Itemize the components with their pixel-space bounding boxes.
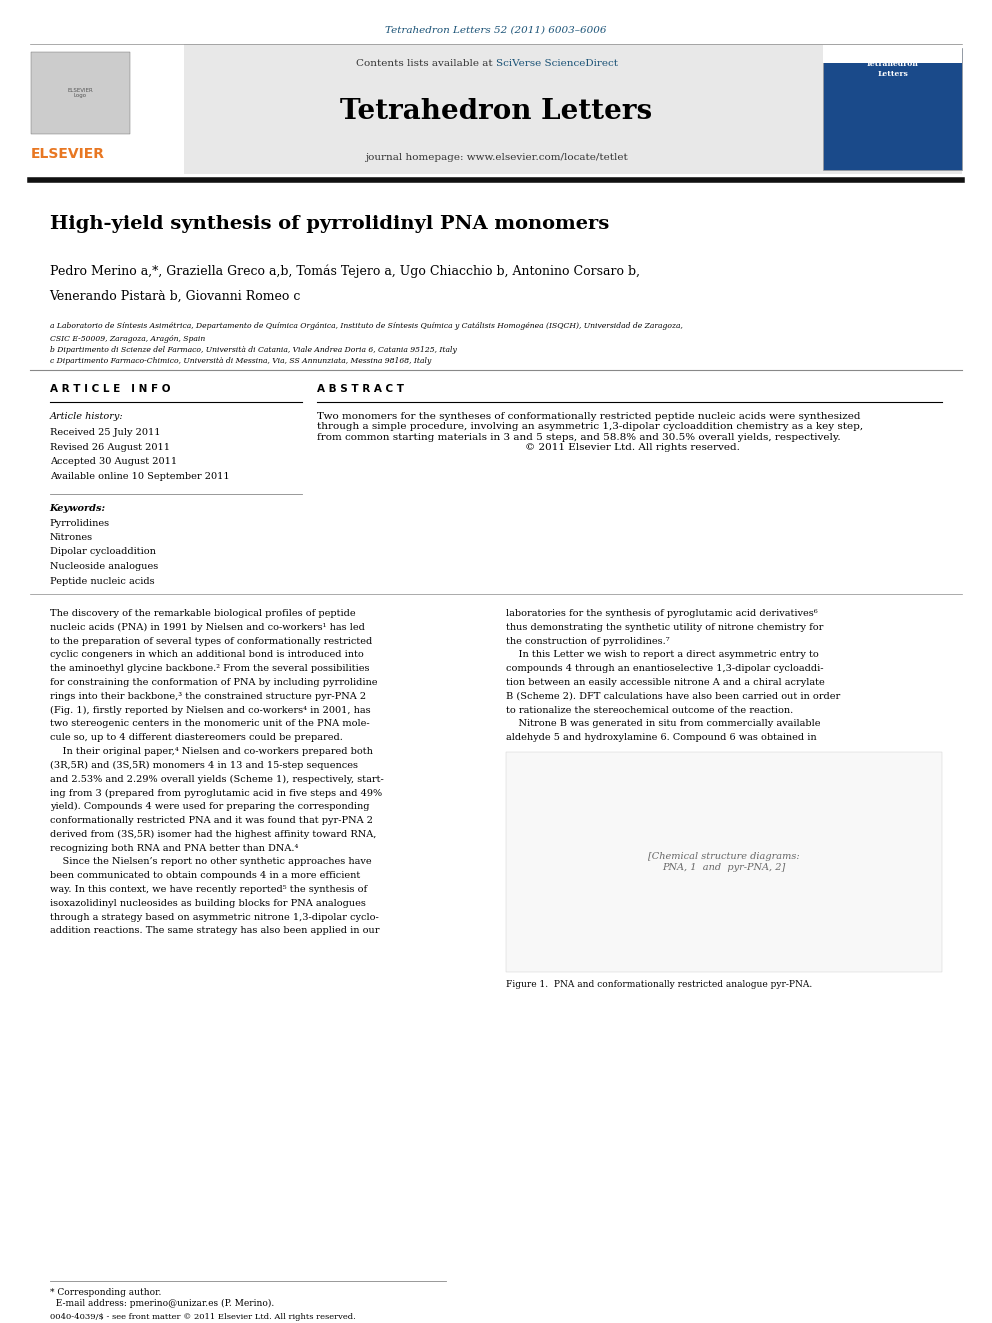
Bar (31, 52, 130, 134)
Text: to rationalize the stereochemical outcome of the reaction.: to rationalize the stereochemical outcom… (506, 705, 794, 714)
Text: * Corresponding author.: * Corresponding author. (50, 1289, 161, 1297)
Text: Figure 1.  PNA and conformationally restricted analogue pyr-PNA.: Figure 1. PNA and conformationally restr… (506, 980, 812, 990)
Text: Tetrahedron Letters 52 (2011) 6003–6006: Tetrahedron Letters 52 (2011) 6003–6006 (385, 25, 607, 34)
Bar (823, 48, 962, 169)
Text: and 2.53% and 2.29% overall yields (Scheme 1), respectively, start-: and 2.53% and 2.29% overall yields (Sche… (50, 774, 383, 783)
Text: b Dipartimento di Scienze del Farmaco, Università di Catania, Viale Andrea Doria: b Dipartimento di Scienze del Farmaco, U… (50, 347, 456, 355)
Text: Since the Nielsen’s report no other synthetic approaches have: Since the Nielsen’s report no other synt… (50, 857, 371, 867)
Text: High-yield synthesis of pyrrolidinyl PNA monomers: High-yield synthesis of pyrrolidinyl PNA… (50, 216, 609, 233)
Text: to the preparation of several types of conformationally restricted: to the preparation of several types of c… (50, 636, 372, 646)
Text: Received 25 July 2011: Received 25 July 2011 (50, 429, 160, 437)
Text: ing from 3 (prepared from pyroglutamic acid in five steps and 49%: ing from 3 (prepared from pyroglutamic a… (50, 789, 382, 798)
Text: In this Letter we wish to report a direct asymmetric entry to: In this Letter we wish to report a direc… (506, 651, 818, 659)
Text: Nitrone B was generated in situ from commercially available: Nitrone B was generated in situ from com… (506, 720, 820, 729)
Text: been communicated to obtain compounds 4 in a more efficient: been communicated to obtain compounds 4 … (50, 872, 360, 880)
Text: B (Scheme 2). DFT calculations have also been carried out in order: B (Scheme 2). DFT calculations have also… (506, 692, 840, 701)
Text: isoxazolidinyl nucleosides as building blocks for PNA analogues: isoxazolidinyl nucleosides as building b… (50, 898, 365, 908)
Text: CSIC E-50009, Zaragoza, Aragón, Spain: CSIC E-50009, Zaragoza, Aragón, Spain (50, 335, 205, 343)
Text: Available online 10 September 2011: Available online 10 September 2011 (50, 471, 229, 480)
Text: Keywords:: Keywords: (50, 504, 106, 513)
Text: (3R,5R) and (3S,5R) monomers 4 in 13 and 15-step sequences: (3R,5R) and (3S,5R) monomers 4 in 13 and… (50, 761, 357, 770)
Text: cule so, up to 4 different diastereomers could be prepared.: cule so, up to 4 different diastereomers… (50, 733, 342, 742)
Bar (30, 44, 184, 175)
Text: Nitrones: Nitrones (50, 533, 92, 542)
Text: cyclic congeners in which an additional bond is introduced into: cyclic congeners in which an additional … (50, 651, 363, 659)
Text: E-mail address: pmerino@unizar.es (P. Merino).: E-mail address: pmerino@unizar.es (P. Me… (50, 1299, 274, 1308)
Text: Peptide nucleic acids: Peptide nucleic acids (50, 577, 154, 586)
Text: Venerando Pistarà b, Giovanni Romeo c: Venerando Pistarà b, Giovanni Romeo c (50, 290, 301, 303)
Text: way. In this context, we have recently reported⁵ the synthesis of: way. In this context, we have recently r… (50, 885, 367, 894)
Bar (823, 45, 962, 64)
Text: compounds 4 through an enantioselective 1,3-dipolar cycloaddi-: compounds 4 through an enantioselective … (506, 664, 823, 673)
Text: [Chemical structure diagrams:
PNA, 1  and  pyr-PNA, 2]: [Chemical structure diagrams: PNA, 1 and… (649, 852, 800, 872)
Text: thus demonstrating the synthetic utility of nitrone chemistry for: thus demonstrating the synthetic utility… (506, 623, 823, 632)
Text: Pyrrolidines: Pyrrolidines (50, 519, 110, 528)
Text: (Fig. 1), firstly reported by Nielsen and co-workers⁴ in 2001, has: (Fig. 1), firstly reported by Nielsen an… (50, 705, 370, 714)
Text: Article history:: Article history: (50, 411, 123, 421)
Text: nucleic acids (PNA) in 1991 by Nielsen and co-workers¹ has led: nucleic acids (PNA) in 1991 by Nielsen a… (50, 623, 364, 632)
Text: The discovery of the remarkable biological profiles of peptide: The discovery of the remarkable biologic… (50, 609, 355, 618)
Text: Tetrahedron
Letters: Tetrahedron Letters (866, 61, 920, 78)
Text: conformationally restricted PNA and it was found that pyr-PNA 2: conformationally restricted PNA and it w… (50, 816, 373, 826)
Text: yield). Compounds 4 were used for preparing the corresponding: yield). Compounds 4 were used for prepar… (50, 802, 369, 811)
Text: ELSEVIER: ELSEVIER (31, 147, 105, 161)
Text: laboratories for the synthesis of pyroglutamic acid derivatives⁶: laboratories for the synthesis of pyrogl… (506, 609, 817, 618)
Text: Pedro Merino a,*, Graziella Greco a,b, Tomás Tejero a, Ugo Chiacchio b, Antonino: Pedro Merino a,*, Graziella Greco a,b, T… (50, 265, 640, 279)
Text: A R T I C L E   I N F O: A R T I C L E I N F O (50, 384, 170, 394)
Text: Nucleoside analogues: Nucleoside analogues (50, 562, 158, 572)
Text: tion between an easily accessible nitrone A and a chiral acrylate: tion between an easily accessible nitron… (506, 677, 824, 687)
Text: the construction of pyrrolidines.⁷: the construction of pyrrolidines.⁷ (506, 636, 670, 646)
Text: A B S T R A C T: A B S T R A C T (317, 384, 405, 394)
Text: Contents lists available at: Contents lists available at (356, 60, 496, 69)
Text: Tetrahedron Letters: Tetrahedron Letters (340, 98, 652, 126)
Bar (506, 751, 942, 972)
Text: aldehyde 5 and hydroxylamine 6. Compound 6 was obtained in: aldehyde 5 and hydroxylamine 6. Compound… (506, 733, 816, 742)
Bar (30, 44, 962, 175)
Text: journal homepage: www.elsevier.com/locate/tetlet: journal homepage: www.elsevier.com/locat… (365, 153, 627, 163)
Text: Accepted 30 August 2011: Accepted 30 August 2011 (50, 456, 177, 466)
Text: addition reactions. The same strategy has also been applied in our: addition reactions. The same strategy ha… (50, 926, 379, 935)
Text: Revised 26 August 2011: Revised 26 August 2011 (50, 442, 170, 451)
Text: for constraining the conformation of PNA by including pyrrolidine: for constraining the conformation of PNA… (50, 677, 377, 687)
Text: c Dipartimento Farmaco-Chimico, Università di Messina, Via, SS Annunziata, Messi: c Dipartimento Farmaco-Chimico, Universi… (50, 357, 431, 365)
Text: a Laboratorio de Síntesis Asimétrica, Departamento de Química Orgánica, Institut: a Laboratorio de Síntesis Asimétrica, De… (50, 321, 682, 329)
Text: through a strategy based on asymmetric nitrone 1,3-dipolar cyclo-: through a strategy based on asymmetric n… (50, 913, 378, 922)
Text: recognizing both RNA and PNA better than DNA.⁴: recognizing both RNA and PNA better than… (50, 844, 298, 852)
Text: the aminoethyl glycine backbone.² From the several possibilities: the aminoethyl glycine backbone.² From t… (50, 664, 369, 673)
Text: ELSEVIER
Logo: ELSEVIER Logo (67, 87, 93, 98)
Text: SciVerse ScienceDirect: SciVerse ScienceDirect (496, 60, 618, 69)
Text: Dipolar cycloaddition: Dipolar cycloaddition (50, 548, 156, 557)
Text: two stereogenic centers in the monomeric unit of the PNA mole-: two stereogenic centers in the monomeric… (50, 720, 369, 729)
Text: derived from (3S,5R) isomer had the highest affinity toward RNA,: derived from (3S,5R) isomer had the high… (50, 830, 376, 839)
Text: In their original paper,⁴ Nielsen and co-workers prepared both: In their original paper,⁴ Nielsen and co… (50, 747, 372, 755)
Text: Two monomers for the syntheses of conformationally restricted peptide nucleic ac: Two monomers for the syntheses of confor… (317, 411, 864, 452)
Text: 0040-4039/$ - see front matter © 2011 Elsevier Ltd. All rights reserved.: 0040-4039/$ - see front matter © 2011 El… (50, 1312, 355, 1320)
Text: rings into their backbone,³ the constrained structure pyr-PNA 2: rings into their backbone,³ the constrai… (50, 692, 366, 701)
